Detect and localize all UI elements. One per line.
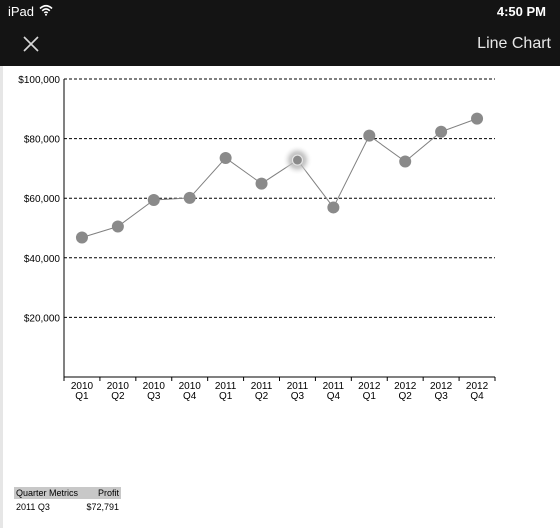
- left-edge-divider: [0, 66, 3, 528]
- data-point: [75, 231, 88, 244]
- x-tick-label: 2011 Q2: [251, 381, 273, 402]
- selected-data-point: [291, 154, 304, 166]
- table-header-profit: Profit: [80, 487, 122, 499]
- metrics-table: Quarter Metrics Profit 2011 Q3 $72,791: [14, 487, 122, 512]
- nav-bar: Line Chart: [0, 22, 560, 66]
- data-point: [399, 155, 412, 168]
- x-tick-label: 2012 Q2: [394, 381, 417, 402]
- data-point: [183, 191, 196, 204]
- data-point: [147, 193, 160, 206]
- x-tick-label: 2012 Q3: [430, 381, 453, 402]
- y-tick-label: $60,000: [24, 194, 61, 205]
- y-tick-label: $80,000: [24, 135, 61, 146]
- data-point: [255, 177, 268, 190]
- data-point: [471, 112, 484, 125]
- data-point: [327, 201, 340, 214]
- data-point: [435, 125, 448, 138]
- x-tick-label: 2011 Q4: [323, 381, 345, 402]
- status-bar: iPad 4:50 PM: [0, 0, 560, 22]
- data-point: [363, 129, 376, 142]
- table-cell-quarter: 2011 Q3: [16, 502, 50, 512]
- x-tick-label: 2010 Q1: [71, 381, 94, 402]
- page-title: Line Chart: [477, 35, 551, 52]
- device-label: iPad: [8, 4, 35, 19]
- x-tick-label: 2010 Q2: [107, 381, 130, 402]
- x-tick-label: 2012 Q1: [358, 381, 381, 402]
- x-tick-label: 2012 Q4: [466, 381, 489, 402]
- x-tick-label: 2011 Q3: [287, 381, 309, 402]
- table-header-quarter: Quarter Metrics: [14, 487, 81, 499]
- x-tick-label: 2010 Q3: [143, 381, 166, 402]
- y-tick-label: $20,000: [24, 313, 61, 324]
- y-tick-label: $40,000: [24, 254, 61, 265]
- x-tick-label: 2011 Q1: [215, 381, 237, 402]
- table-row: 2011 Q3 $72,791: [14, 499, 121, 512]
- clock: 4:50 PM: [496, 4, 546, 19]
- data-point: [219, 151, 232, 164]
- table-cell-profit: $72,791: [86, 502, 120, 512]
- series-line: [81, 118, 478, 239]
- y-tick-label: $100,000: [18, 75, 60, 86]
- line-chart: $20,000 $40,000 $60,000 $80,000 $100,000 2010…: [18, 75, 496, 402]
- close-icon[interactable]: [20, 33, 42, 55]
- wifi-icon: [39, 4, 53, 16]
- data-point: [111, 220, 124, 233]
- x-tick-label: 2010 Q4: [179, 381, 202, 402]
